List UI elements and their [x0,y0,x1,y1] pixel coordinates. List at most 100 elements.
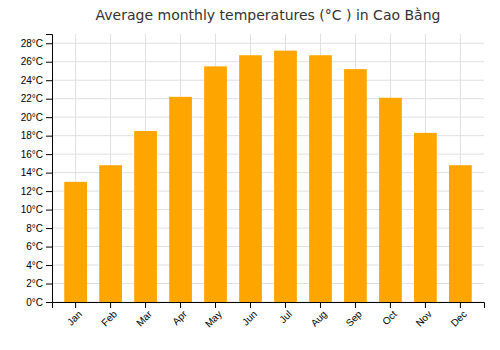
y-tick: 28°C [21,38,52,49]
y-tick-mark [46,154,52,155]
y-tick-mark [46,228,52,229]
grid-line [52,43,484,44]
y-tick-label: 2°C [26,278,43,289]
x-tick-mark [145,302,146,308]
y-axis: 0°C 2°C 4°C 6°C 8°C 10°C 12°C 14°C 16°C 18°C 20°C 2… [21,35,53,308]
x-tick-label: Mar [134,308,154,328]
y-tick-mark [46,136,52,137]
x-tick-mark [320,302,321,308]
y-tick-mark [46,117,52,118]
y-tick-label: 8°C [26,223,43,234]
bar [99,165,122,302]
y-tick: 10°C [21,204,52,215]
x-tick: Apr [170,302,189,327]
bar [414,133,437,302]
x-axis-line [53,303,485,309]
x-tick: Jul [277,302,294,325]
x-tick: Sep [344,302,365,329]
y-tick: 0°C [26,297,52,308]
x-tick-label: Jun [240,308,259,327]
y-tick-label: 22°C [21,93,43,104]
x-tick-mark [110,302,111,308]
y-tick-label: 0°C [26,297,43,308]
plot: Jan Feb Mar Apr May Jun Jul Aug Sep Oct Nov Dec 0°C 2… [21,34,485,330]
bar [169,97,192,302]
y-tick-mark [46,80,52,81]
y-tick-label: 4°C [26,260,43,271]
x-tick: Feb [99,302,119,328]
bar [449,165,472,302]
y-tick-mark [46,302,52,303]
x-tick: Aug [309,302,329,329]
y-tick: 20°C [21,112,52,123]
x-tick-label: May [203,308,224,329]
bar [344,69,367,302]
x-tick-label: Feb [99,308,119,328]
y-tick-label: 18°C [21,130,43,141]
y-tick-label: 28°C [21,38,43,49]
bar [134,131,157,302]
x-tick-label: Jan [65,308,84,327]
x-tick: May [203,302,224,330]
grid-line [52,61,484,62]
x-tick: Dec [449,302,469,329]
y-tick: 2°C [26,278,52,289]
x-tick-mark [460,302,461,308]
y-tick: 6°C [26,241,52,252]
x-tick-mark [75,302,76,308]
x-tick-label: Apr [170,308,189,327]
bar [239,55,262,302]
chart: Jan Feb Mar Apr May Jun Jul Aug Sep Oct Nov Dec 0°C 2… [0,0,500,350]
y-tick-mark [46,265,52,266]
x-tick: Nov [414,302,434,329]
y-tick-label: 26°C [21,56,43,67]
x-tick-mark [355,302,356,308]
bar [204,66,227,302]
y-axis-line [46,35,53,303]
x-tick-label: Sep [344,308,365,329]
y-tick-label: 12°C [21,186,43,197]
grid-line [52,117,484,118]
y-tick-mark [46,43,52,44]
y-tick-label: 6°C [26,241,43,252]
y-tick-mark [46,173,52,174]
y-tick: 14°C [21,167,52,178]
x-tick-label: Aug [309,308,329,328]
y-tick-mark [46,247,52,248]
x-tick: Mar [134,302,154,328]
x-tick-mark [425,302,426,308]
x-tick-mark [285,302,286,308]
y-tick-label: 10°C [21,204,43,215]
y-tick: 22°C [21,93,52,104]
y-tick: 8°C [26,223,52,234]
y-tick-mark [46,210,52,211]
x-tick-label: Oct [380,308,399,327]
x-tick-mark [215,302,216,308]
y-tick-mark [46,62,52,63]
x-tick-mark [250,302,251,308]
y-tick-label: 20°C [21,112,43,123]
grid-line [52,80,484,81]
x-tick-mark [180,302,181,308]
x-tick-label: Nov [414,308,434,328]
y-tick: 18°C [21,130,52,141]
x-tick-label: Dec [449,308,469,328]
bar [379,98,402,302]
y-tick-mark [46,284,52,285]
y-tick-label: 24°C [21,75,43,86]
x-tick: Jan [65,302,84,328]
x-tick-mark [390,302,391,308]
grid [52,34,484,302]
y-tick-label: 14°C [21,167,43,178]
bar [64,182,87,302]
y-tick-label: 16°C [21,149,43,160]
y-tick: 4°C [26,260,52,271]
y-tick-mark [46,99,52,100]
x-tick: Jun [240,302,259,328]
bar [309,55,332,302]
grid-line [52,98,484,99]
bar [274,51,297,302]
y-tick: 16°C [21,149,52,160]
y-tick: 26°C [21,56,52,67]
x-axis: Jan Feb Mar Apr May Jun Jul Aug Sep Oct Nov Dec [53,302,485,330]
